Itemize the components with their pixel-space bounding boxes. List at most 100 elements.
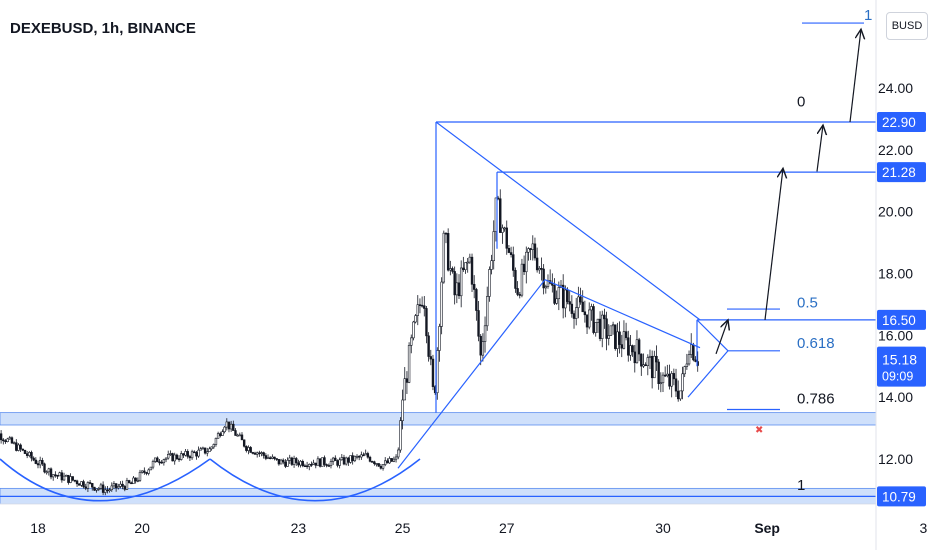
- candle-body: [41, 460, 44, 465]
- candle-body: [566, 289, 569, 302]
- candle-body: [535, 257, 539, 271]
- x-tick-label: 20: [134, 520, 150, 536]
- candle-body: [624, 331, 628, 339]
- candle-body: [325, 464, 328, 466]
- x-tick-label: Sep: [754, 520, 780, 536]
- candle-body: [255, 452, 259, 455]
- candle-body: [366, 453, 370, 458]
- x-tick-label: 23: [291, 520, 307, 536]
- candle-body: [486, 296, 489, 327]
- candle-body: [529, 248, 532, 250]
- candle-body: [392, 458, 396, 462]
- candle-body: [310, 464, 313, 466]
- candle-body: [117, 486, 120, 489]
- candle-body: [236, 434, 239, 437]
- candle-body: [190, 451, 194, 459]
- candle-body: [10, 437, 14, 444]
- candle-body: [446, 233, 450, 271]
- candle-body: [305, 465, 309, 468]
- candle-body: [34, 459, 38, 464]
- candle-body: [377, 463, 380, 467]
- candle-body: [25, 453, 29, 456]
- candle-body: [97, 488, 100, 490]
- candle-body: [490, 260, 493, 270]
- candle-body: [557, 287, 561, 300]
- candle-body: [357, 455, 361, 458]
- candle-body: [297, 462, 300, 466]
- candle-body: [249, 447, 252, 453]
- candle-body: [453, 271, 456, 296]
- candle-body: [488, 269, 491, 297]
- candle-body: [544, 286, 548, 289]
- fib-label-1: 1: [797, 477, 805, 494]
- candle-body: [73, 479, 77, 482]
- candle-body: [579, 296, 582, 303]
- candle-body: [672, 373, 676, 380]
- candle-body: [227, 421, 231, 430]
- candle-body: [611, 324, 615, 327]
- candle-body: [45, 471, 48, 474]
- candle-body: [679, 390, 682, 400]
- pennant-bottom: [687, 350, 729, 398]
- candle-body: [273, 456, 276, 459]
- candle-body: [568, 301, 571, 305]
- candle-body: [258, 452, 261, 455]
- cup-arc-right: [209, 458, 421, 502]
- candle-body: [570, 303, 574, 314]
- candle-body: [648, 355, 652, 358]
- candle-body: [162, 459, 166, 464]
- candle-body: [666, 373, 669, 377]
- candle-body: [106, 489, 109, 492]
- candle-body: [561, 284, 565, 309]
- candle-body: [175, 454, 179, 460]
- candle-body: [371, 461, 374, 463]
- candle-body: [282, 459, 285, 463]
- candle-body: [323, 457, 326, 465]
- candle-body: [149, 466, 153, 471]
- candle-body: [388, 458, 391, 464]
- candle-body: [93, 486, 96, 491]
- candle-body: [431, 358, 435, 387]
- candle-body: [438, 326, 441, 351]
- candle-body: [203, 447, 207, 454]
- chart-title: DEXEBUSD, 1h, BINANCE: [10, 20, 196, 37]
- candle-body: [114, 483, 118, 489]
- price-tag-bg: [877, 112, 926, 133]
- candle-body: [193, 451, 196, 454]
- candle-body: [271, 456, 274, 459]
- arrow-1: [715, 320, 728, 355]
- candle-body: [54, 474, 57, 476]
- candle-body: [442, 232, 446, 283]
- candle-body: [121, 483, 124, 487]
- candle-body: [457, 282, 461, 297]
- candle-body: [514, 270, 517, 289]
- candle-body: [251, 452, 255, 454]
- candle-body: [316, 458, 320, 466]
- candle-body: [143, 470, 146, 473]
- currency-button[interactable]: BUSD: [886, 12, 928, 40]
- candle-body: [62, 475, 66, 481]
- candle-body: [292, 458, 296, 465]
- candle-body: [210, 446, 213, 450]
- x-tick-label: 18: [30, 520, 46, 536]
- candle-body: [351, 455, 354, 462]
- candle-body: [527, 248, 530, 253]
- candle-body: [212, 444, 215, 448]
- candle-body: [314, 462, 317, 466]
- candle-body: [36, 463, 40, 466]
- candle-body: [655, 355, 658, 363]
- candle-body: [156, 457, 159, 463]
- candle-body: [459, 267, 463, 297]
- candle-body: [206, 451, 209, 454]
- candle-body: [668, 373, 671, 387]
- arrow-2: [764, 168, 783, 320]
- candle-body: [82, 481, 85, 488]
- candle-body: [262, 452, 265, 456]
- candle-body: [145, 472, 148, 474]
- candle-body: [295, 458, 298, 464]
- candle-body: [75, 480, 79, 485]
- candle-body: [531, 243, 534, 250]
- candle-body: [238, 434, 242, 437]
- candle-body: [158, 461, 161, 464]
